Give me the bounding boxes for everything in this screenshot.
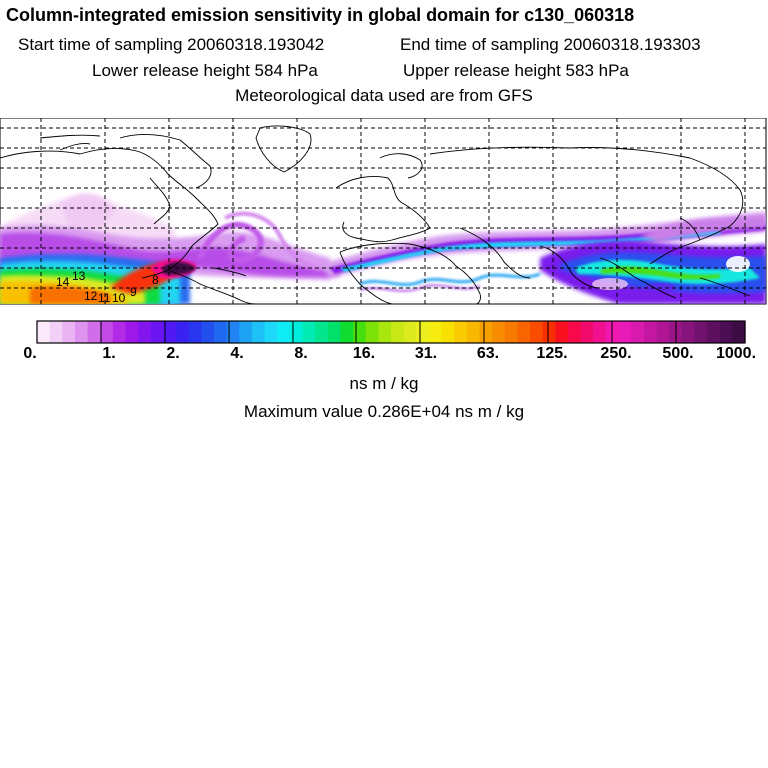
colorbar-cell [214, 321, 228, 343]
colorbar-cell [504, 321, 519, 343]
colorbar-tick-label: 63. [476, 345, 500, 362]
colorbar-tick-label: 8. [294, 345, 308, 362]
colorbar-cell [618, 321, 632, 343]
colorbar-tick-label: 250. [600, 345, 632, 362]
colorbar-cell [466, 321, 481, 343]
trajectory-label: 14 [56, 275, 70, 289]
colorbar-cell [580, 321, 594, 343]
colorbar-tick-label: 4. [230, 345, 244, 362]
colorbar-cell [593, 321, 607, 343]
colorbar-tick-label: 16. [352, 345, 376, 362]
figure-title: Column-integrated emission sensitivity i… [6, 5, 635, 25]
map-graticule [0, 118, 766, 304]
colorbar-cell [416, 321, 430, 343]
colorbar-cell [340, 321, 354, 343]
colorbar-cell [74, 321, 89, 343]
trajectory-markers: 14 13 12 11 10 9 8 [56, 269, 159, 305]
met-data-label: Meteorological data used are from GFS [235, 86, 533, 105]
max-value-label: Maximum value 0.286E+04 ns m / kg [243, 402, 525, 421]
colorbar-cell [353, 321, 367, 343]
colorbar-cell [49, 321, 63, 343]
colorbar-cells [37, 321, 746, 343]
colorbar-cell [631, 321, 645, 343]
colorbar-tick-label: 31. [414, 345, 438, 362]
trajectory-label: 11 [98, 291, 111, 305]
colorbar-cell [403, 321, 417, 343]
colorbar-cell [719, 321, 733, 343]
colorbar-cell [656, 321, 670, 343]
colorbar-cell [87, 321, 101, 343]
colorbar-cell [327, 321, 342, 343]
colorbar-cell [100, 321, 114, 343]
colorbar-cell [391, 321, 405, 343]
colorbar-cell [542, 321, 556, 343]
colorbar-cell [315, 321, 329, 343]
colorbar-cell [138, 321, 152, 343]
colorbar-cell [378, 321, 392, 343]
units-label: ns m / kg [349, 374, 419, 393]
colorbar [36, 320, 746, 344]
colorbar-cell [163, 321, 177, 343]
colorbar-tick-label: 1. [102, 345, 116, 362]
colorbar-cell [530, 321, 544, 343]
trajectory-label: 13 [72, 269, 86, 283]
colorbar-cell [568, 321, 582, 343]
start-time-label: Start time of sampling 20060318.193042 [18, 35, 325, 54]
colorbar-cell [150, 321, 165, 343]
end-time-label: End time of sampling 20060318.193303 [400, 35, 701, 54]
colorbar-cell [176, 321, 190, 343]
colorbar-cell [125, 321, 139, 343]
colorbar-tick-label: 0. [23, 345, 37, 362]
colorbar-cell [251, 321, 266, 343]
colorbar-cell [277, 321, 291, 343]
coastlines [0, 125, 751, 305]
colorbar-frame [36, 320, 746, 344]
colorbar-cell [188, 321, 202, 343]
colorbar-cell [226, 321, 240, 343]
colorbar-cell [289, 321, 304, 343]
colorbar-tick-label: 1000. [715, 345, 757, 362]
colorbar-cell [37, 321, 51, 343]
colorbar-cell [694, 321, 708, 343]
colorbar-tick-label: 2. [166, 345, 180, 362]
colorbar-cell [517, 321, 531, 343]
sensitivity-map: 14 13 12 11 10 9 8 [0, 118, 767, 305]
colorbar-cell [302, 321, 316, 343]
colorbar-tick-label: 125. [536, 345, 568, 362]
colorbar-cell [365, 321, 379, 343]
trajectory-label: 9 [130, 285, 137, 299]
colorbar-ticks [100, 321, 677, 343]
colorbar-cell [62, 321, 76, 343]
colorbar-cell [555, 321, 569, 343]
colorbar-cell [479, 321, 493, 343]
colorbar-tick-label: 500. [662, 345, 694, 362]
colorbar-cell [239, 321, 253, 343]
colorbar-cell [441, 321, 455, 343]
colorbar-cell [428, 321, 443, 343]
colorbar-cell [492, 321, 506, 343]
colorbar-cell [643, 321, 658, 343]
colorbar-cell [112, 321, 127, 343]
colorbar-cell [201, 321, 215, 343]
upper-release-label: Upper release height 583 hPa [403, 61, 629, 80]
colorbar-cell [732, 321, 746, 343]
trajectory-label: 10 [112, 291, 126, 305]
colorbar-cell [454, 321, 468, 343]
colorbar-cell [605, 321, 620, 343]
trajectory-label: 12 [84, 289, 98, 303]
lower-release-label: Lower release height 584 hPa [92, 61, 318, 80]
trajectory-label: 8 [152, 273, 159, 287]
colorbar-cell [707, 321, 721, 343]
colorbar-cell [264, 321, 278, 343]
colorbar-cell [681, 321, 696, 343]
